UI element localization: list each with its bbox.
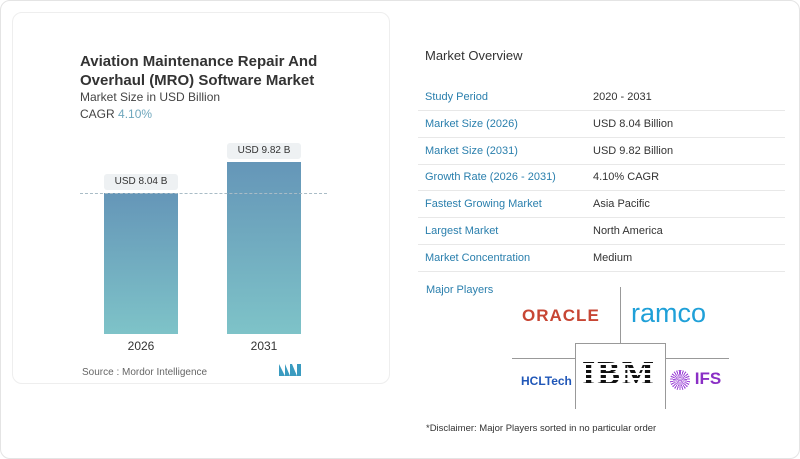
x-tick-label: 2031 [250, 339, 278, 353]
overview-row: Growth Rate (2026 - 2031) 4.10% CAGR [418, 164, 785, 192]
data-label: USD 9.82 B [227, 143, 301, 160]
mordor-logo [279, 364, 301, 376]
row-value: 4.10% CAGR [593, 171, 660, 184]
chart-subtitle: Market Size in USD Billion [80, 90, 221, 104]
row-value: Medium [593, 251, 633, 264]
overview-row: Market Size (2026) USD 8.04 Billion [418, 111, 785, 138]
row-label: Study Period [425, 91, 488, 103]
overview-row: Fastest Growing Market Asia Pacific [418, 191, 785, 219]
row-label: Market Size (2026) [425, 117, 518, 130]
ibm-logo: IBM [582, 355, 656, 392]
row-value: North America [593, 225, 663, 237]
row-label: Largest Market [425, 225, 499, 237]
cagr: CAGR 4.10% [80, 107, 152, 121]
overview-row: Study Period 2020 - 2031 [418, 84, 785, 111]
source: Source : Mordor Intelligence [82, 367, 208, 378]
row-label: Fastest Growing Market [425, 198, 542, 211]
ifs-icon [670, 369, 690, 390]
ifs-logo: IFS [670, 369, 721, 390]
overview-title: Market Overview [425, 48, 523, 63]
bar-2031 [227, 162, 301, 334]
reference-line [80, 193, 327, 194]
row-label: Growth Rate (2026 - 2031) [425, 171, 556, 184]
ramco-logo: ramco [631, 298, 707, 328]
ibm-box [575, 343, 666, 409]
hcltech-logo: HCLTech [521, 374, 572, 388]
overview-row: Market Concentration Medium [418, 245, 785, 272]
disclaimer: *Disclaimer: Major Players sorted in no … [426, 423, 657, 434]
row-label: Market Concentration [425, 251, 531, 264]
overview-row: Largest Market North America [418, 218, 785, 245]
row-value: Asia Pacific [593, 198, 650, 211]
row-value: USD 9.82 Billion [593, 144, 674, 157]
row-value: 2020 - 2031 [593, 91, 652, 103]
divider [665, 358, 729, 359]
ifs-text: IFS [694, 369, 722, 388]
cagr-label: CAGR [80, 107, 115, 121]
bar-2026 [104, 193, 178, 334]
major-players-title: Major Players [426, 284, 494, 296]
chart-title: Aviation Maintenance Repair And Overhaul… [80, 53, 318, 89]
x-tick-label: 2026 [127, 339, 155, 353]
divider [512, 358, 576, 359]
data-label: USD 8.04 B [104, 174, 178, 191]
divider [620, 287, 621, 343]
oracle-logo: ORACLE [522, 306, 600, 325]
chart-card [12, 12, 390, 384]
row-label: Market Size (2031) [425, 144, 518, 157]
cagr-value: 4.10% [118, 107, 153, 121]
row-value: USD 8.04 Billion [593, 117, 674, 130]
overview-row: Market Size (2031) USD 9.82 Billion [418, 138, 785, 165]
